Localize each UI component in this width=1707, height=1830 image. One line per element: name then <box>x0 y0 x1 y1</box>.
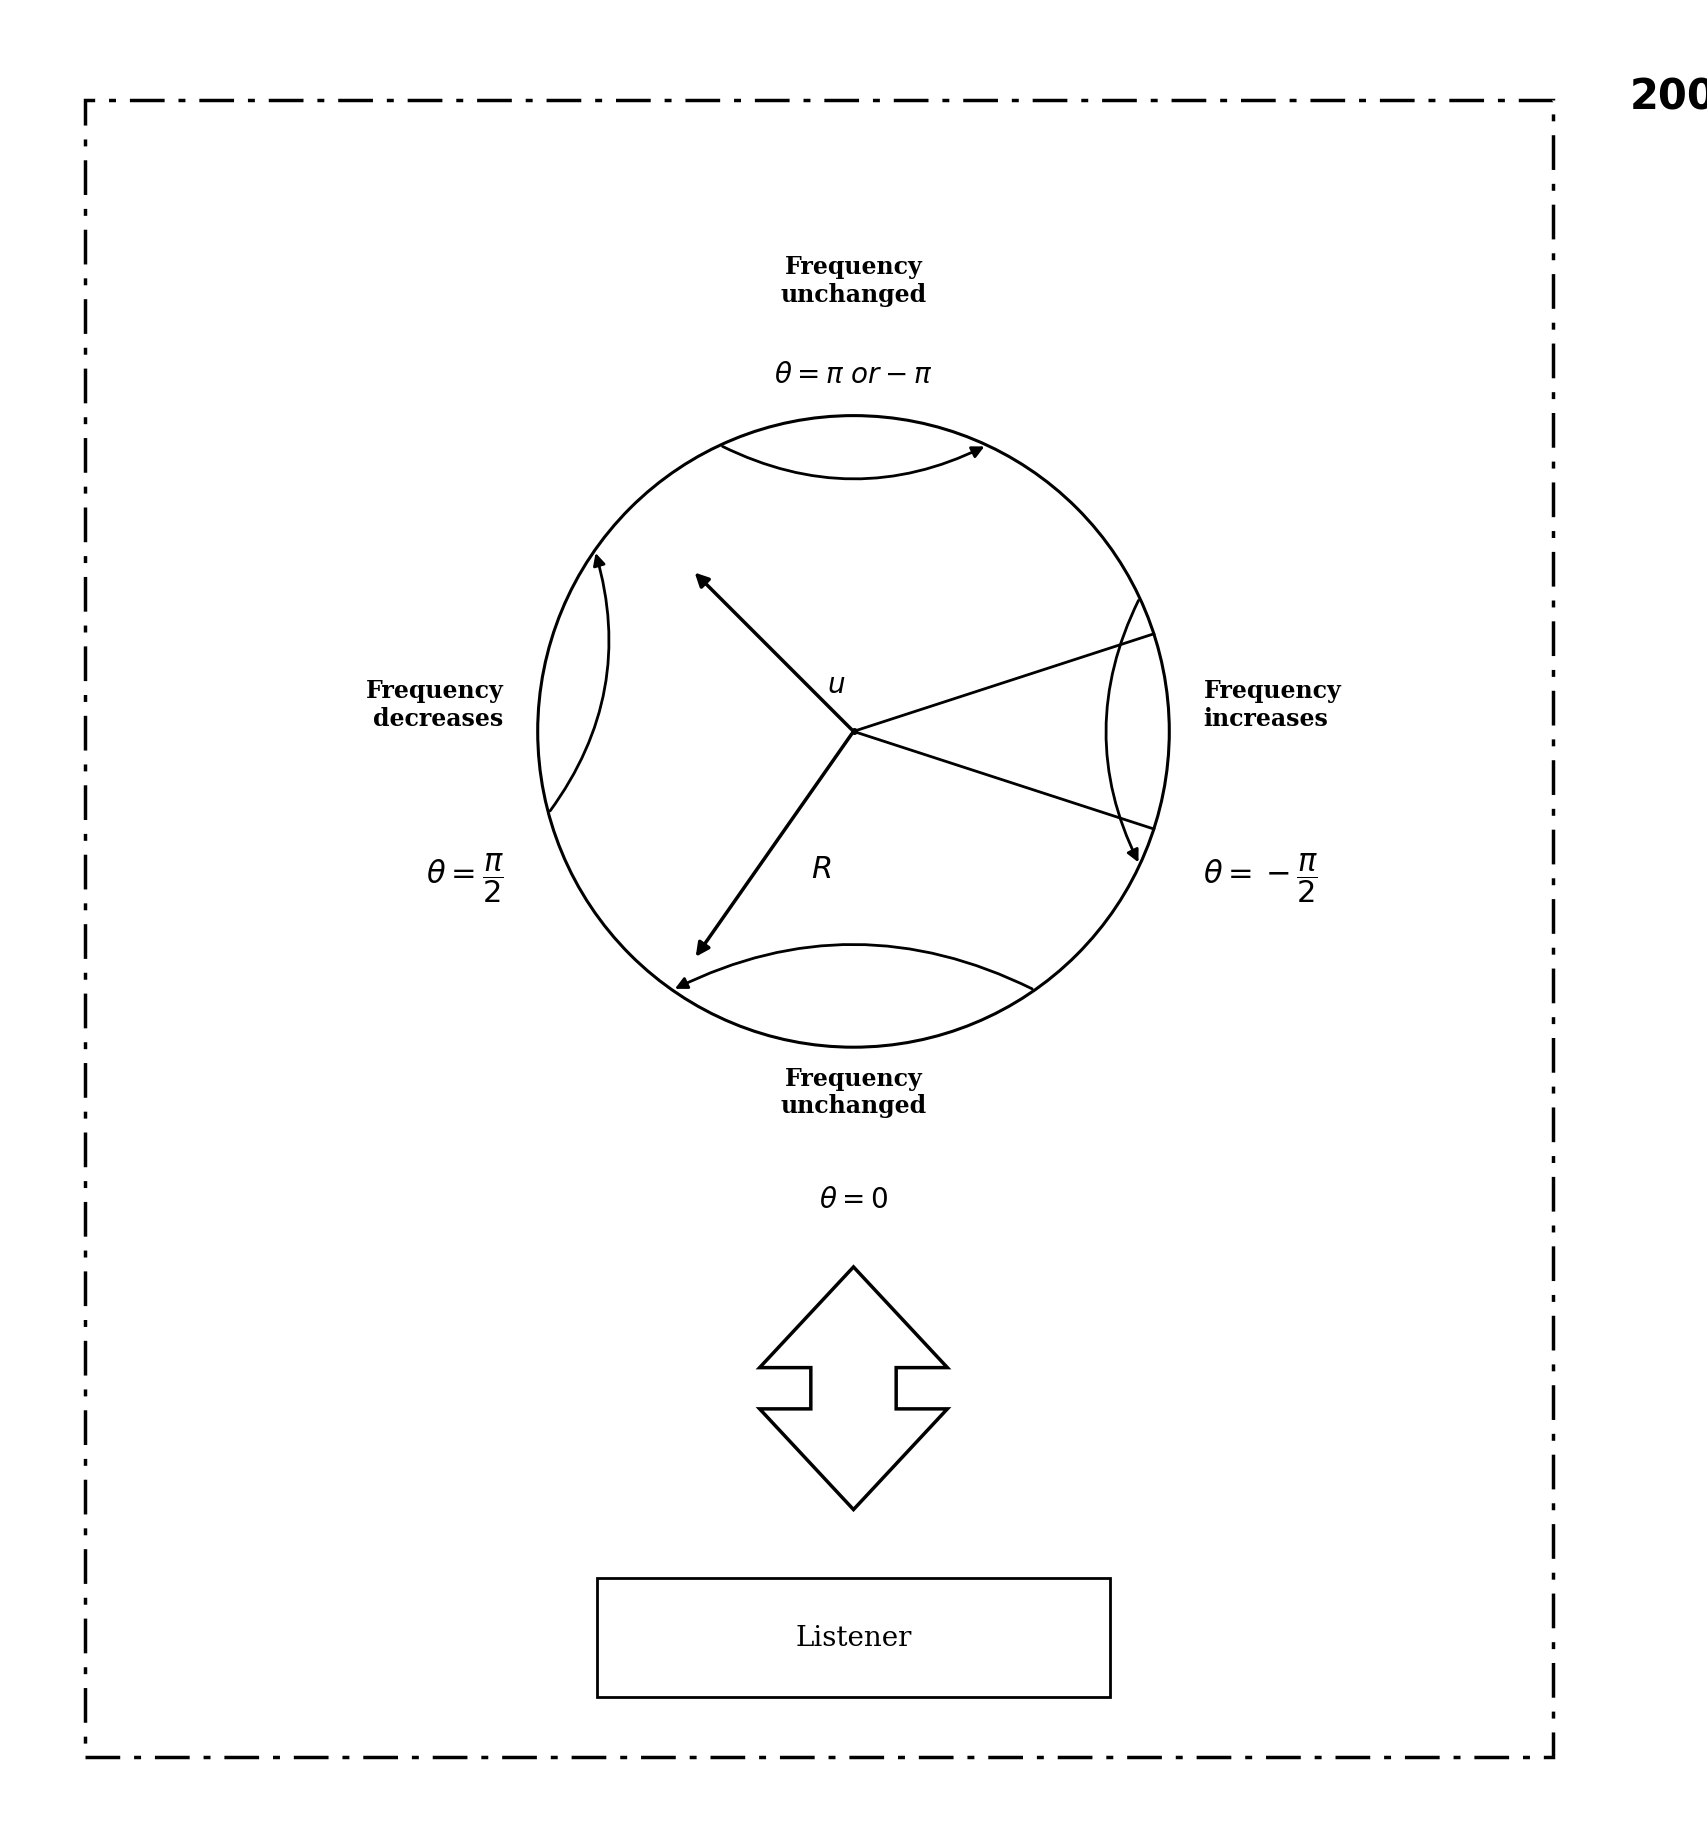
Text: 200: 200 <box>1630 77 1707 119</box>
Text: $\theta = \pi \ \mathit{or} - \pi$: $\theta = \pi \ \mathit{or} - \pi$ <box>775 361 932 390</box>
FancyBboxPatch shape <box>597 1577 1110 1698</box>
Ellipse shape <box>538 417 1169 1047</box>
Text: $\theta = \dfrac{\pi}{2}$: $\theta = \dfrac{\pi}{2}$ <box>425 851 504 904</box>
Text: Frequency
increases: Frequency increases <box>1203 679 1342 730</box>
Text: Frequency
unchanged: Frequency unchanged <box>780 1065 927 1118</box>
Text: Listener: Listener <box>795 1625 912 1651</box>
Text: $u$: $u$ <box>826 672 845 699</box>
Polygon shape <box>760 1266 947 1510</box>
Text: Frequency
unchanged: Frequency unchanged <box>780 254 927 307</box>
Text: $R$: $R$ <box>811 855 831 884</box>
Text: $\theta = -\dfrac{\pi}{2}$: $\theta = -\dfrac{\pi}{2}$ <box>1203 851 1320 904</box>
Text: $\theta = 0$: $\theta = 0$ <box>819 1184 888 1213</box>
Text: Frequency
decreases: Frequency decreases <box>365 679 504 730</box>
